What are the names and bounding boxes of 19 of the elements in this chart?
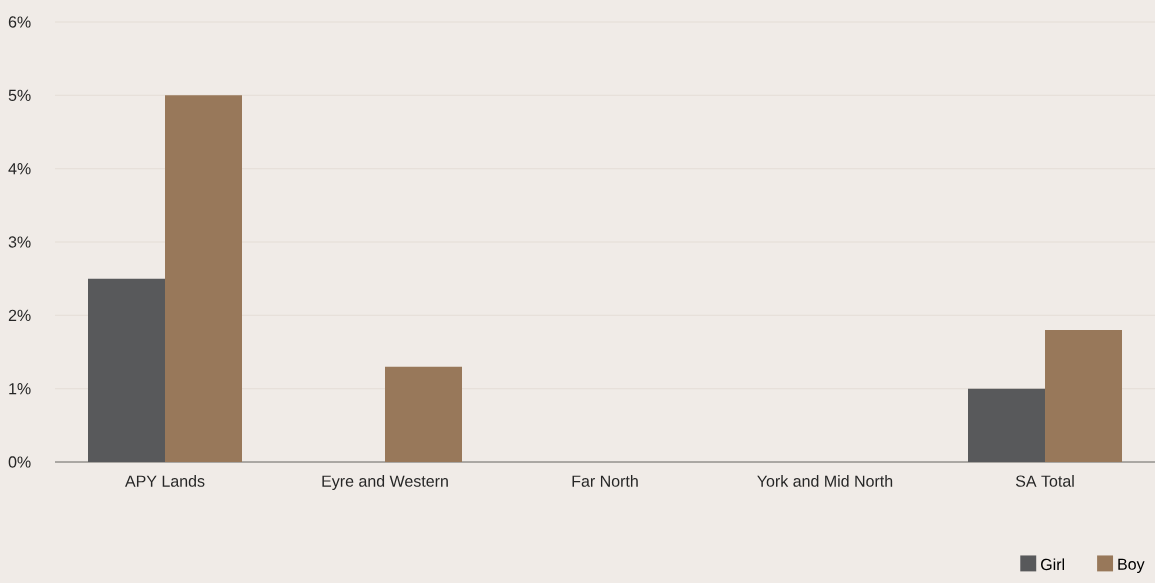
legend-label: Boy	[1118, 558, 1145, 574]
legend-label: Girl	[1041, 558, 1065, 571]
bar	[88, 278, 165, 462]
x-tick-label: Far North	[572, 475, 638, 487]
bar	[385, 366, 462, 462]
x-tick-label: York and Mid North	[757, 475, 893, 487]
y-tick-label: 6%	[8, 16, 31, 28]
x-tick-label: APY Lands	[125, 475, 205, 487]
bar	[165, 95, 242, 462]
bar	[968, 388, 1046, 462]
x-tick-label: Eyre and Western	[322, 475, 448, 490]
y-tick-label: 1%	[9, 383, 31, 395]
y-tick-label: 3%	[8, 236, 31, 248]
bar	[1045, 330, 1123, 462]
y-tick-label: 0%	[8, 456, 31, 468]
y-tick-label: 4%	[8, 163, 31, 175]
x-tick-label: SA Total	[1015, 475, 1074, 487]
y-tick-label: 2%	[8, 309, 31, 321]
y-tick-label: 5%	[8, 89, 31, 101]
